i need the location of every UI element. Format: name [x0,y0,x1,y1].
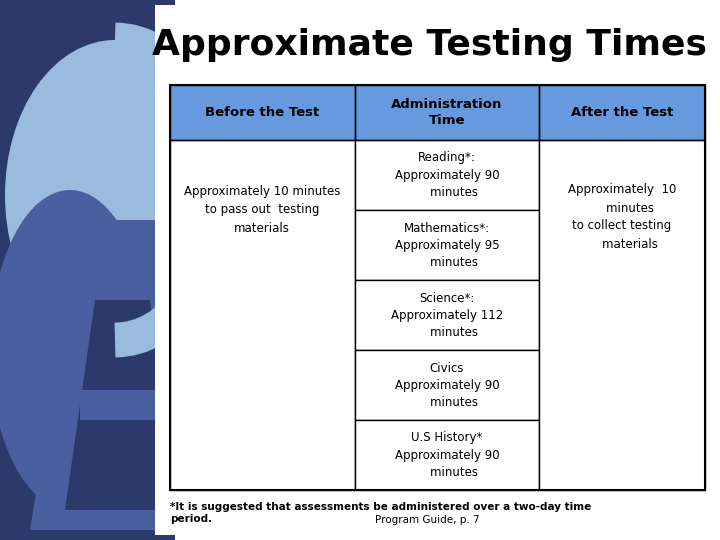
Bar [170,85,705,490]
Bar [354,420,539,490]
Text: Approximately 10 minutes
to pass out  testing
materials: Approximately 10 minutes to pass out tes… [184,186,341,234]
Text: Civics
Approximately 90
    minutes: Civics Approximately 90 minutes [395,361,499,408]
Bar [354,350,539,420]
Polygon shape [30,220,215,530]
Bar [354,140,539,210]
Bar [354,280,539,350]
Bar [539,85,705,140]
Bar [354,85,539,140]
Bar [170,85,354,140]
Text: Before the Test: Before the Test [205,106,320,119]
Bar [354,85,539,140]
Text: After the Test: After the Test [571,106,673,119]
Ellipse shape [0,190,150,510]
Bar [539,85,705,140]
Text: *It is suggested that assessments be administered over a two-day time
period.: *It is suggested that assessments be adm… [170,502,591,524]
Bar [354,210,539,280]
Text: Administration
Time: Administration Time [391,98,503,127]
Bar [155,5,713,535]
Text: Approximate Testing Times: Approximate Testing Times [153,28,708,62]
Ellipse shape [5,40,225,350]
Text: U.S History*
Approximately 90
    minutes: U.S History* Approximately 90 minutes [395,431,499,478]
Text: Mathematics*:
Approximately 95
    minutes: Mathematics*: Approximately 95 minutes [395,221,499,268]
Bar [80,390,170,420]
Bar [539,140,705,490]
Bar [170,85,354,140]
Bar [170,85,705,490]
Polygon shape [65,300,180,510]
Bar [170,140,354,490]
Text: Reading*:
Approximately 90
    minutes: Reading*: Approximately 90 minutes [395,152,499,199]
Text: Approximately  10
    minutes
to collect testing
    materials: Approximately 10 minutes to collect test… [568,184,676,251]
Bar [0,0,175,540]
Text: Science*:
Approximately 112
    minutes: Science*: Approximately 112 minutes [391,292,503,339]
Text: Program Guide, p. 7: Program Guide, p. 7 [374,515,480,525]
